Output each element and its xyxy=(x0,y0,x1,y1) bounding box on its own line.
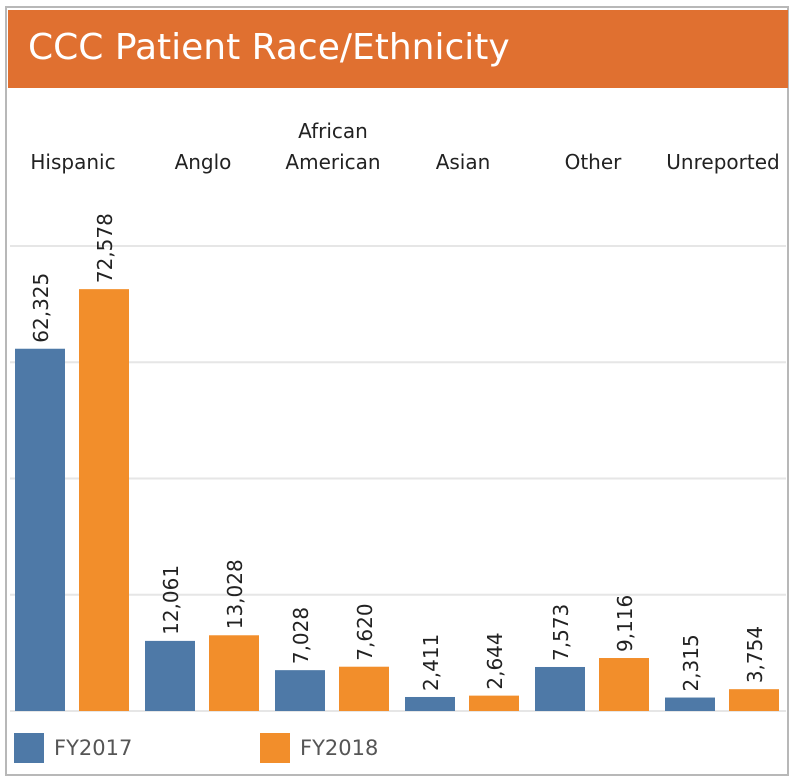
data-label-fy2018-anglo: 13,028 xyxy=(223,559,247,629)
gridlines xyxy=(10,245,786,712)
category-label-asian: Asian xyxy=(436,150,491,174)
legend-label-fy2018: FY2018 xyxy=(300,736,379,760)
bar-fy2018-asian xyxy=(469,695,519,711)
bar-fy2018-other xyxy=(599,658,649,711)
bar-fy2017-hispanic xyxy=(15,348,65,711)
bar-fy2018-unreported xyxy=(729,689,779,711)
data-labels: 62,325 12,061 7,028 2,411 7,573 2,315 72,578 13… xyxy=(29,213,767,691)
title-bar: CCC Patient Race/Ethnicity xyxy=(8,10,788,88)
chart-title: CCC Patient Race/Ethnicity xyxy=(28,27,510,68)
data-label-fy2017-african-american: 7,028 xyxy=(289,607,313,664)
bar-fy2017-african-american xyxy=(275,670,325,711)
category-label-other: Other xyxy=(565,150,623,174)
bar-fy2017-anglo xyxy=(145,640,195,711)
legend-swatch-fy2018 xyxy=(260,733,290,763)
data-label-fy2018-asian: 2,644 xyxy=(483,632,507,689)
data-label-fy2018-unreported: 3,754 xyxy=(743,626,767,683)
data-label-fy2017-anglo: 12,061 xyxy=(159,565,183,635)
bar-fy2018-african-american xyxy=(339,666,389,711)
data-label-fy2018-african-american: 7,620 xyxy=(353,603,377,660)
bar-fy2017-unreported xyxy=(665,697,715,711)
bar-fy2018-hispanic xyxy=(79,289,129,711)
data-label-fy2017-other: 7,573 xyxy=(549,604,573,661)
category-label-unreported: Unreported xyxy=(666,150,779,174)
data-label-fy2017-hispanic: 62,325 xyxy=(29,273,53,343)
category-label-anglo: Anglo xyxy=(175,150,232,174)
bar-fy2017-asian xyxy=(405,696,455,711)
data-label-fy2018-other: 9,116 xyxy=(613,595,637,652)
data-label-fy2017-asian: 2,411 xyxy=(419,634,443,691)
category-label-african-american: African American xyxy=(285,119,380,174)
chart-frame xyxy=(5,6,789,776)
data-label-fy2017-unreported: 2,315 xyxy=(679,634,703,691)
category-labels: Hispanic Anglo African American Asian Other Un… xyxy=(30,119,779,174)
data-label-fy2018-hispanic: 72,578 xyxy=(93,213,117,283)
legend-swatch-fy2017 xyxy=(14,733,44,763)
category-label-hispanic: Hispanic xyxy=(30,150,115,174)
bars xyxy=(15,289,779,711)
bar-fy2017-other xyxy=(535,666,585,711)
legend-label-fy2017: FY2017 xyxy=(54,736,133,760)
bar-fy2018-anglo xyxy=(209,635,259,711)
